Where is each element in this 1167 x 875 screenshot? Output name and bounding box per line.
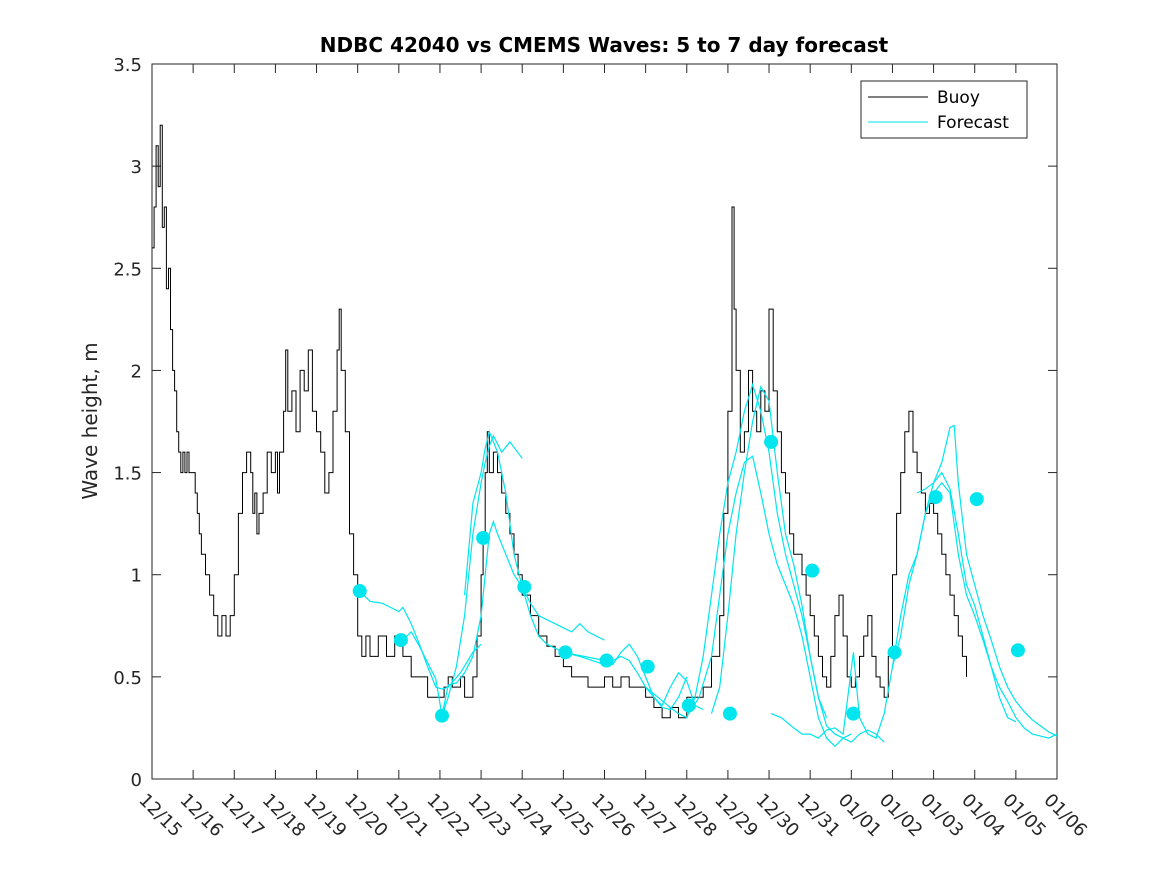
y-tick-label: 1	[131, 566, 142, 587]
x-tick-label: 12/23	[464, 790, 516, 842]
x-tick-label: 01/04	[957, 790, 1009, 842]
forecast-marker	[887, 645, 902, 660]
forecast-marker	[846, 706, 861, 721]
y-tick-label: 0.5	[113, 668, 142, 689]
x-tick-label: 01/05	[998, 790, 1050, 842]
legend: Buoy Forecast	[860, 80, 1028, 139]
x-tick-label: 12/19	[299, 790, 351, 842]
forecast-line	[916, 424, 1058, 737]
x-tick-label: 12/22	[422, 790, 474, 842]
x-tick-label: 01/06	[1039, 790, 1091, 842]
forecast-line	[359, 590, 482, 690]
forecast-line	[688, 455, 885, 748]
forecast-line	[891, 481, 1058, 739]
x-tick-label: 01/01	[834, 790, 886, 842]
forecast-marker	[640, 659, 655, 674]
x-tick-label: 12/26	[587, 790, 639, 842]
x-tick-label: 12/20	[340, 790, 392, 842]
forecast-marker	[352, 584, 367, 599]
x-tick-label: 12/16	[176, 790, 228, 842]
y-tick-label: 2	[131, 361, 142, 382]
x-tick-label: 12/21	[381, 790, 433, 842]
y-tick-label: 0	[131, 770, 142, 791]
forecast-marker	[558, 645, 573, 660]
y-tick-label: 3	[131, 157, 142, 178]
y-tick-label: 1.5	[113, 464, 142, 485]
forecast-marker	[517, 579, 532, 594]
forecast-line	[770, 471, 1017, 739]
forecast-line	[441, 434, 523, 716]
chart-title: NDBC 42040 vs CMEMS Waves: 5 to 7 day fo…	[320, 33, 889, 57]
x-tick-label: 12/24	[505, 790, 557, 842]
y-axis-label: Wave height, m	[78, 342, 102, 499]
forecast-marker	[435, 708, 450, 723]
legend-box	[860, 80, 1028, 139]
x-tick-label: 12/27	[628, 790, 680, 842]
forecast-line	[402, 519, 605, 716]
x-tick-label: 12/18	[258, 790, 310, 842]
plot-area	[151, 63, 1058, 780]
x-tick-label: 01/02	[875, 790, 927, 842]
forecast-marker	[681, 698, 696, 713]
y-tick-label: 2.5	[113, 259, 142, 280]
y-tick-label: 3.5	[113, 55, 142, 76]
x-tick-label: 12/30	[752, 790, 804, 842]
x-tick-label: 01/03	[916, 790, 968, 842]
x-tick-label: 12/17	[217, 790, 269, 842]
legend-forecast-label: Forecast	[937, 113, 1009, 133]
forecast-marker	[1010, 643, 1025, 658]
forecast-marker	[599, 653, 614, 668]
forecast-marker	[764, 434, 779, 449]
forecast-marker	[476, 530, 491, 545]
x-tick-label: 12/31	[793, 790, 845, 842]
x-tick-label: 12/25	[546, 790, 598, 842]
forecast-marker	[969, 492, 984, 507]
forecast-markers	[352, 434, 1025, 723]
x-tick-label: 12/15	[134, 790, 186, 842]
forecast-marker	[928, 490, 943, 505]
forecast-marker	[805, 563, 820, 578]
forecast-line	[710, 385, 828, 718]
forecast-marker	[722, 706, 737, 721]
legend-buoy-label: Buoy	[937, 88, 980, 108]
x-tick-label: 12/28	[669, 790, 721, 842]
x-tick-label: 12/29	[710, 790, 762, 842]
forecast-marker	[393, 633, 408, 648]
